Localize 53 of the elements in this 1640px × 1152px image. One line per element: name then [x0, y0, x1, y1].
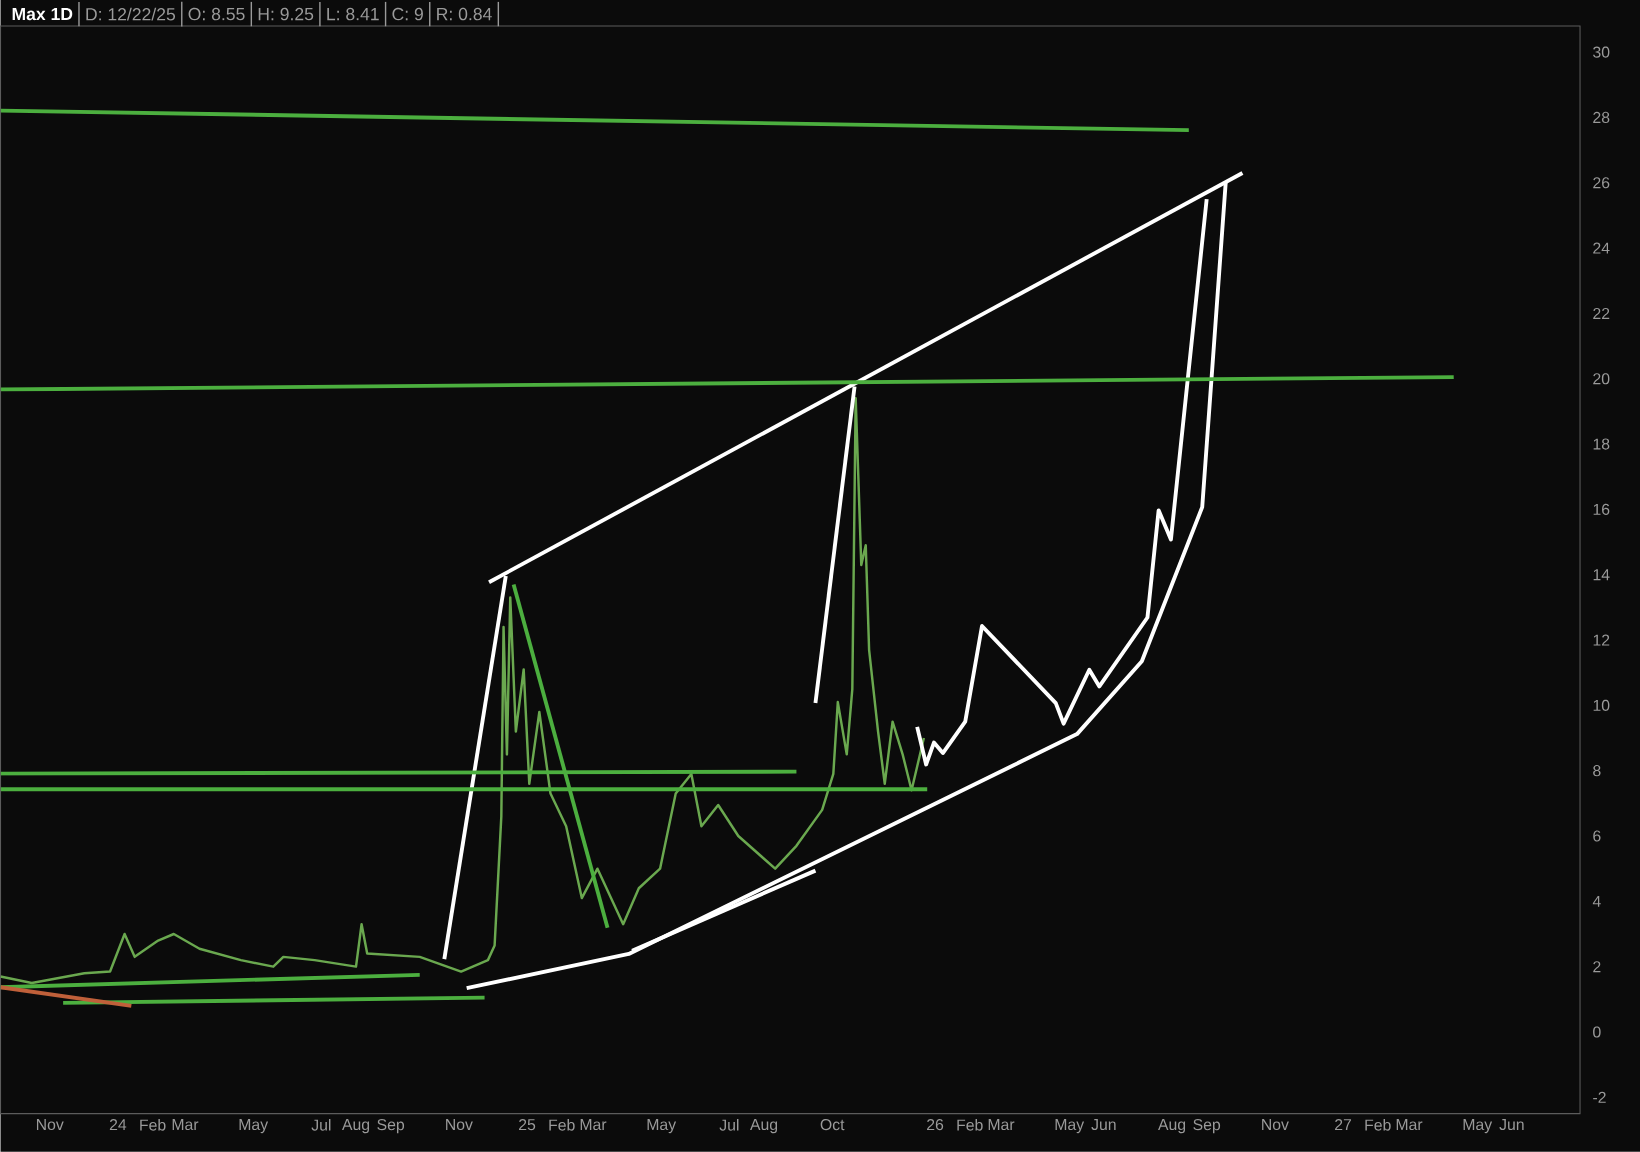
y-tick-label: 6	[1593, 830, 1601, 842]
y-tick-label: 24	[1593, 242, 1610, 254]
x-tick-label: Aug	[1158, 1119, 1186, 1134]
y-tick-label: 28	[1593, 112, 1610, 124]
text: R: 0.84	[437, 8, 492, 21]
x-tick-label: 26	[927, 1119, 944, 1131]
x-tick-label: Nov	[446, 1119, 473, 1131]
y-tick-label: 22	[1593, 308, 1610, 320]
chart-title: Max 1D	[12, 8, 73, 21]
x-tick-label: Mar	[988, 1119, 1015, 1131]
y-tick-label: 30	[1593, 46, 1610, 58]
x-tick-label: Aug	[341, 1119, 370, 1134]
text: O: 8.55	[188, 8, 245, 21]
y-tick-label: 12	[1593, 634, 1610, 646]
x-tick-label: Feb	[140, 1119, 166, 1131]
x-tick-label: Jul	[311, 1119, 331, 1131]
x-tick-label: May	[647, 1119, 677, 1134]
x-tick-label: Mar	[1396, 1119, 1423, 1131]
x-tick-label: May	[1055, 1119, 1085, 1134]
x-tick-label: May	[1463, 1119, 1493, 1134]
y-tick-label: -2	[1593, 1091, 1606, 1104]
x-tick-label: Feb	[549, 1119, 575, 1131]
x-tick-label: 24	[109, 1119, 127, 1131]
y-tick-label: 16	[1593, 503, 1610, 516]
x-tick-label: Sep	[1193, 1119, 1221, 1134]
x-tick-label: Oct	[820, 1119, 845, 1131]
y-tick-label: 8	[1593, 765, 1601, 777]
x-tick-label: Nov	[36, 1119, 64, 1131]
x-tick-label: Jun	[1499, 1119, 1524, 1131]
text: H: 9.25	[258, 8, 314, 21]
x-tick-label: Nov	[1262, 1119, 1289, 1131]
x-tick-label: Jul	[719, 1119, 739, 1131]
y-tick-label: 2	[1593, 961, 1601, 973]
x-tick-label: Aug	[750, 1119, 778, 1134]
x-tick-label: Mar	[580, 1119, 607, 1131]
x-tick-label: Mar	[172, 1119, 199, 1131]
text: D: 12/22/25	[86, 7, 176, 21]
text: C: 9	[392, 8, 423, 21]
y-tick-label: 20	[1593, 373, 1610, 385]
y-tick-label: 4	[1592, 896, 1601, 907]
y-tick-label: 14	[1593, 569, 1610, 581]
x-tick-label: May	[239, 1119, 269, 1134]
x-tick-label: 27	[1335, 1119, 1352, 1131]
x-tick-label: Feb	[1365, 1119, 1391, 1131]
y-tick-label: 10	[1593, 699, 1610, 712]
x-tick-label: Sep	[377, 1119, 405, 1134]
x-tick-label: Jun	[1091, 1119, 1116, 1131]
text: L: 8.41	[327, 8, 379, 21]
x-tick-label: Feb	[957, 1119, 983, 1131]
y-tick-label: 26	[1593, 177, 1610, 189]
y-tick-label: 0	[1593, 1026, 1601, 1038]
y-tick-label: 18	[1593, 438, 1610, 450]
x-tick-label: 25	[519, 1119, 536, 1131]
